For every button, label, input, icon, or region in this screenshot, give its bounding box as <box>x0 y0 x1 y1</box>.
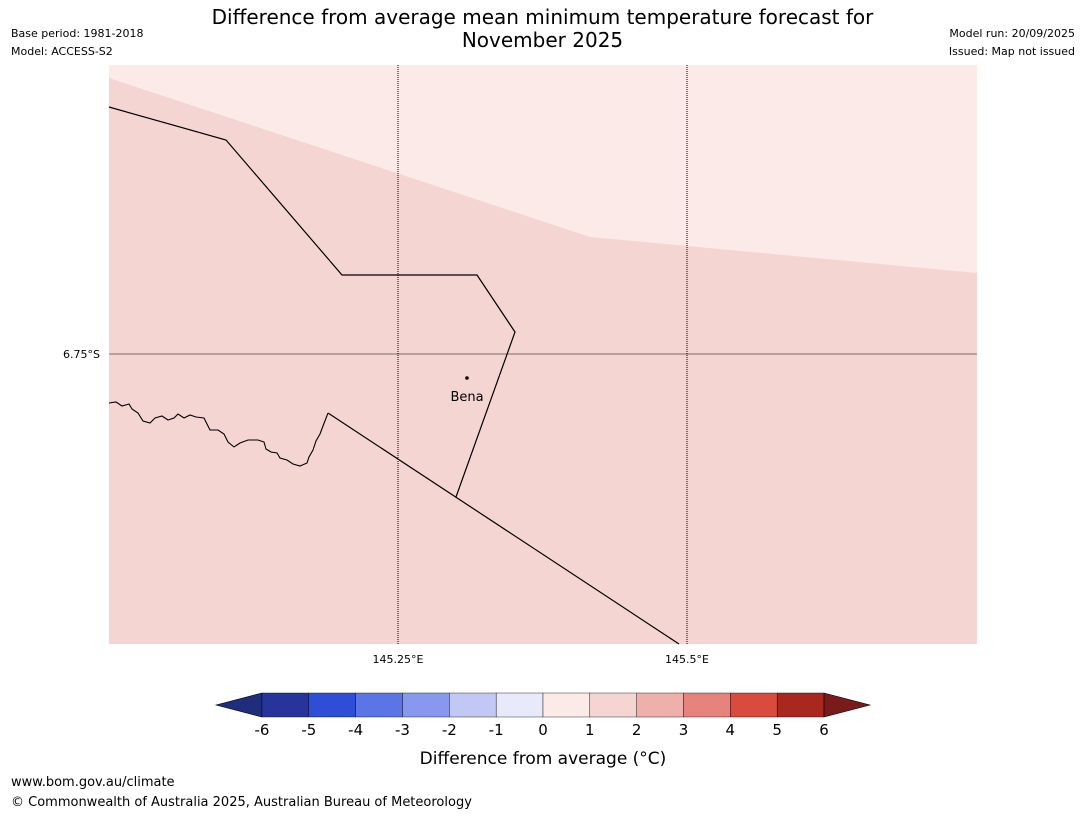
colorbar-tick-label: -6 <box>255 721 270 739</box>
title-line-1: Difference from average mean minimum tem… <box>211 5 874 29</box>
colorbar-tick-label: 3 <box>679 721 689 739</box>
colorbar-segment <box>355 692 403 718</box>
colorbar-tick-label: 5 <box>772 721 782 739</box>
province-boundary <box>108 106 516 498</box>
model-run-text: Model run: 20/09/2025 <box>949 27 1075 40</box>
colorbar-segment <box>636 692 684 718</box>
colorbar-tick-label: -2 <box>442 721 457 739</box>
place-label-bena: Bena <box>450 390 483 405</box>
colorbar-label: Difference from average (°C) <box>420 749 667 769</box>
bena-marker-icon <box>465 376 469 380</box>
colorbar-tick-label: -1 <box>489 721 504 739</box>
map-region-main <box>109 78 977 644</box>
colorbar-segment <box>261 692 310 718</box>
footer-copyright: © Commonwealth of Australia 2025, Austra… <box>11 795 472 810</box>
colorbar-segment <box>542 692 591 718</box>
colorbar-tick-label: -5 <box>301 721 316 739</box>
colorbar-segment <box>449 692 497 718</box>
colorbar-tick-label: 1 <box>585 721 595 739</box>
lat-label: 6.75°S <box>63 348 100 361</box>
title-line-2: November 2025 <box>461 28 624 52</box>
river-line <box>108 401 329 467</box>
colorbar-segment <box>495 692 544 718</box>
lon-label-1: 145.25°E <box>373 653 424 666</box>
model-text: Model: ACCESS-S2 <box>11 45 113 58</box>
footer-url: www.bom.gov.au/climate <box>11 775 175 790</box>
colorbar-segment <box>776 692 825 718</box>
colorbar-segment <box>589 692 637 718</box>
colorbar-segment <box>308 692 356 718</box>
colorbar-tick-label: 0 <box>538 721 548 739</box>
colorbar-under-triangle <box>214 692 263 718</box>
header-meta-right: Model run: 20/09/2025 Issued: Map not is… <box>949 25 1075 61</box>
lon-label-2: 145.5°E <box>665 653 709 666</box>
colorbar-over-triangle <box>823 692 872 718</box>
colorbar-tick-label: 6 <box>819 721 829 739</box>
province-boundary-south <box>327 412 680 645</box>
colorbar: -6 -5 -4 -3 -2 -1 0 1 2 3 4 5 6 <box>214 692 872 739</box>
colorbar-tick-label: -4 <box>348 721 363 739</box>
colorbar-segment <box>730 692 778 718</box>
colorbar-tick-label: 4 <box>726 721 736 739</box>
issued-text: Issued: Map not issued <box>948 45 1075 58</box>
base-period-text: Base period: 1981-2018 <box>11 27 144 40</box>
colorbar-tick-label: 2 <box>632 721 642 739</box>
map-title: Difference from average mean minimum tem… <box>0 6 1085 52</box>
colorbar-segment <box>402 692 450 718</box>
colorbar-segment <box>683 692 731 718</box>
header-meta-left: Base period: 1981-2018 Model: ACCESS-S2 <box>11 25 143 61</box>
colorbar-tick-label: -3 <box>395 721 410 739</box>
